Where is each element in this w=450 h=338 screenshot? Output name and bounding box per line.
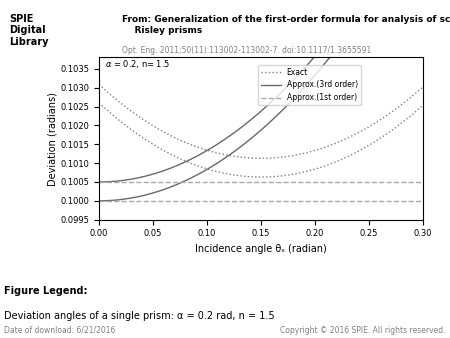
Text: Copyright © 2016 SPIE. All rights reserved.: Copyright © 2016 SPIE. All rights reserv…: [280, 326, 446, 335]
Text: $\theta_s$ = 0 rad: $\theta_s$ = 0 rad: [0, 337, 1, 338]
Y-axis label: Deviation (radians): Deviation (radians): [48, 92, 58, 186]
Text: SPIE
Digital
Library: SPIE Digital Library: [9, 14, 49, 47]
Text: Figure Legend:: Figure Legend:: [4, 286, 88, 296]
Legend: Exact, Approx.(3rd order), Approx.(1st order): Exact, Approx.(3rd order), Approx.(1st o…: [258, 65, 361, 105]
Text: Deviation angles of a single prism: α = 0.2 rad, n = 1.5: Deviation angles of a single prism: α = …: [4, 311, 275, 321]
Text: $\alpha$ = 0.2, n= 1.5: $\alpha$ = 0.2, n= 1.5: [105, 58, 171, 70]
Text: From: Generalization of the first-order formula for analysis of scan patterns of: From: Generalization of the first-order …: [122, 15, 450, 34]
Text: Opt. Eng. 2011;50(11):113002-113002-7. doi:10.1117/1.3655591: Opt. Eng. 2011;50(11):113002-113002-7. d…: [122, 46, 371, 55]
X-axis label: Incidence angle θₛ (radian): Incidence angle θₛ (radian): [195, 244, 327, 254]
Text: $\theta_s$ = 0.1 rad: $\theta_s$ = 0.1 rad: [0, 337, 1, 338]
Text: Date of download: 6/21/2016: Date of download: 6/21/2016: [4, 326, 116, 335]
